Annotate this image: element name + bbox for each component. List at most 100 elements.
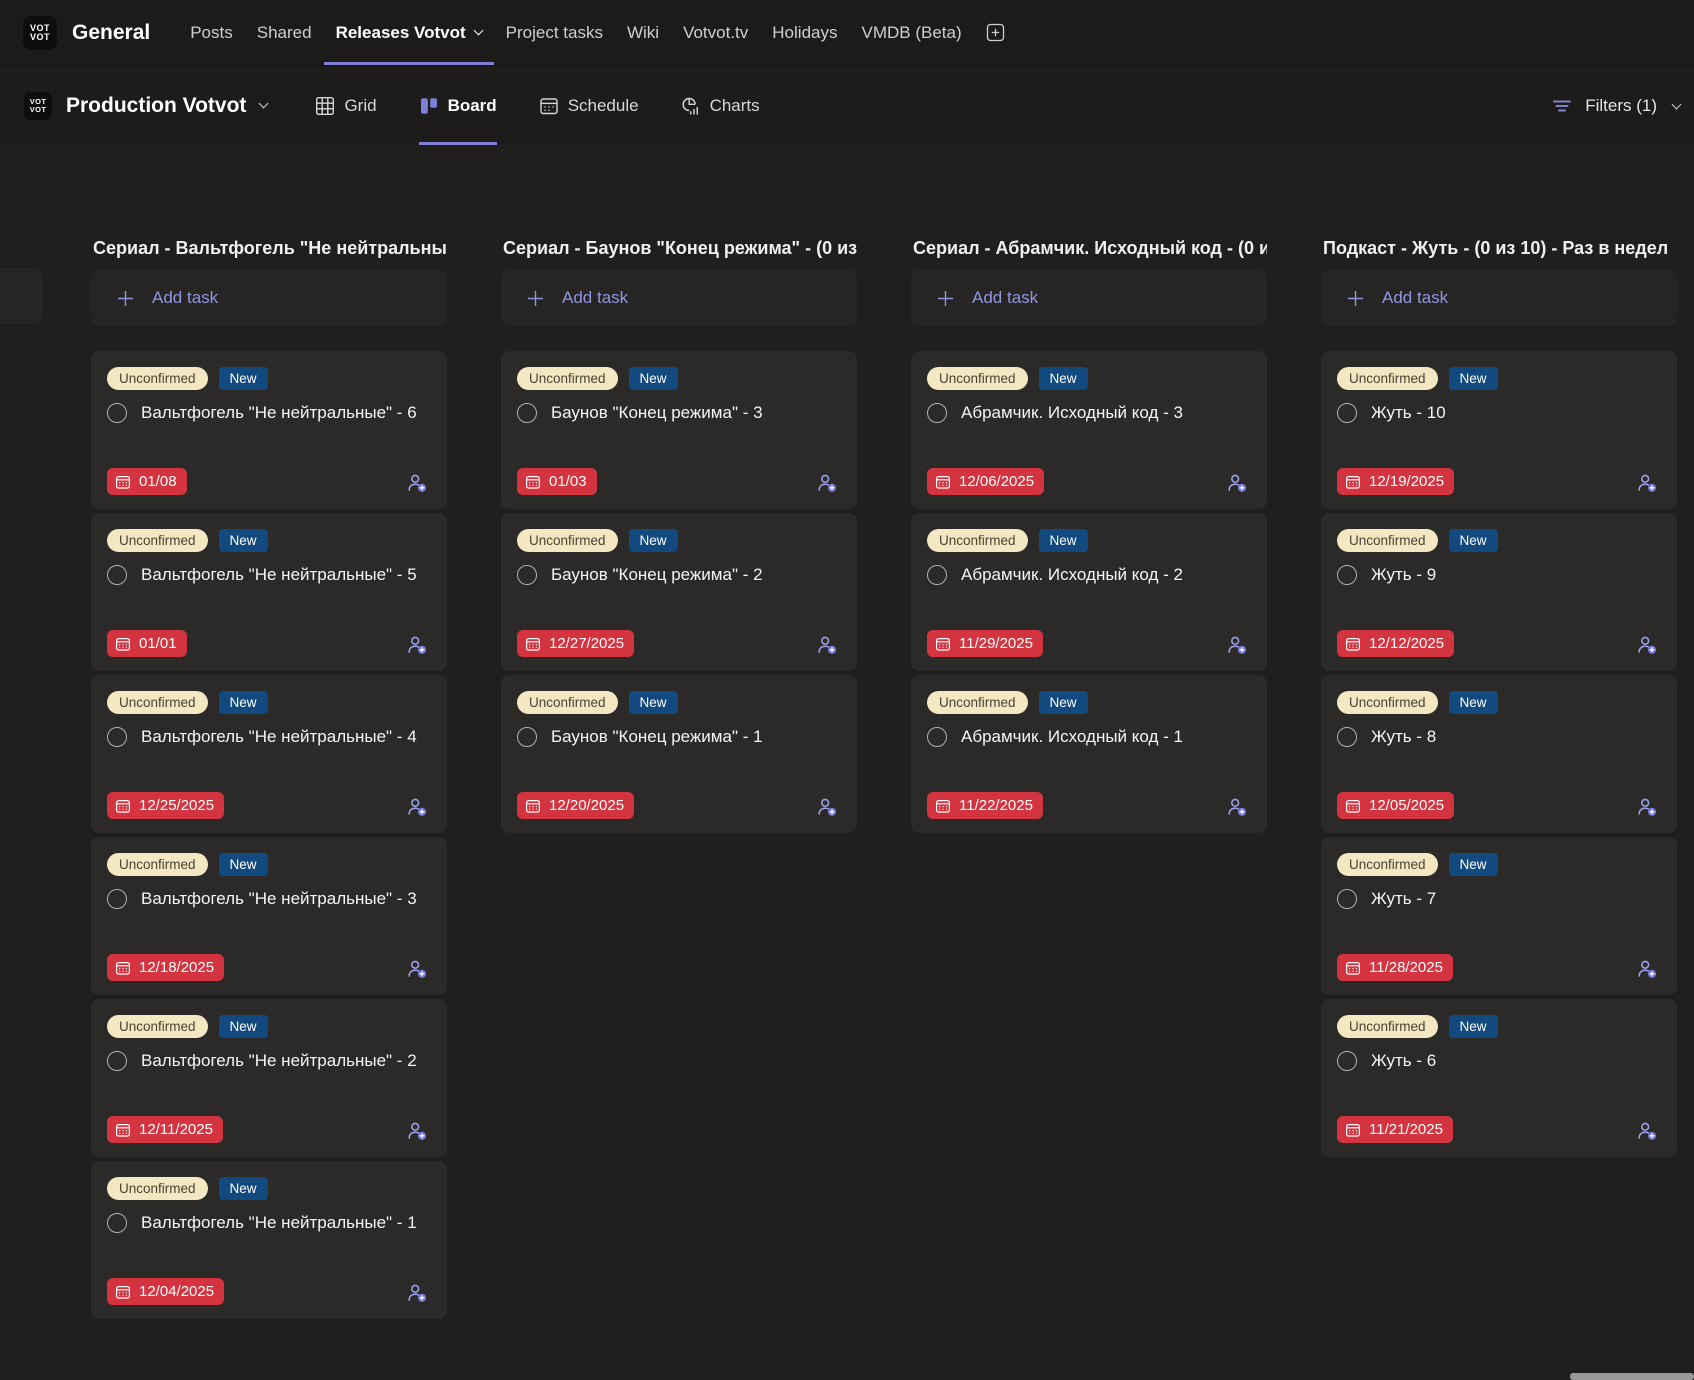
channel-tab[interactable]: Project tasks — [494, 0, 615, 65]
task-title-row: Жуть - 10 — [1337, 403, 1659, 423]
due-date-badge: 12/06/2025 — [927, 468, 1045, 495]
complete-task-checkbox[interactable] — [1337, 403, 1357, 423]
task-card[interactable]: Unconfirmed New Вальтфогель "Не нейтраль… — [91, 351, 447, 509]
plan-selector[interactable]: VOT VOT Production Votvot — [24, 66, 269, 145]
tab-schedule[interactable]: Schedule — [539, 66, 639, 145]
complete-task-checkbox[interactable] — [517, 727, 537, 747]
task-card[interactable]: Unconfirmed New Абрамчик. Исходный код -… — [911, 351, 1267, 509]
horizontal-scrollbar-thumb[interactable] — [1570, 1373, 1694, 1380]
add-tab-button[interactable] — [986, 0, 1005, 65]
add-task-button[interactable]: Add task — [911, 270, 1267, 326]
assign-person-icon[interactable] — [1636, 796, 1659, 819]
channel-tab[interactable]: Wiki — [615, 0, 671, 65]
due-date-badge: 01/01 — [107, 630, 187, 657]
team-avatar-text: VOT — [29, 31, 50, 42]
assign-person-icon[interactable] — [1636, 472, 1659, 495]
channel-tab[interactable]: Shared — [245, 0, 324, 65]
task-card[interactable]: Unconfirmed New Жуть - 9 — [1321, 513, 1677, 671]
task-card[interactable]: Unconfirmed New Баунов "Конец режима" - … — [501, 351, 857, 509]
assign-person-icon[interactable] — [1636, 1120, 1659, 1143]
complete-task-checkbox[interactable] — [927, 403, 947, 423]
assign-person-icon[interactable] — [816, 472, 839, 495]
task-card[interactable]: Unconfirmed New Жуть - 8 — [1321, 675, 1677, 833]
add-task-label: Add task — [1382, 288, 1449, 307]
assign-person-icon[interactable] — [816, 634, 839, 657]
task-card[interactable]: Unconfirmed New Абрамчик. Исходный код -… — [911, 675, 1267, 833]
task-title: Баунов "Конец режима" - 2 — [551, 565, 763, 584]
assign-person-icon[interactable] — [406, 634, 429, 657]
assign-person-icon[interactable] — [1636, 958, 1659, 981]
task-card[interactable]: Unconfirmed New Вальтфогель "Не нейтраль… — [91, 999, 447, 1157]
task-card[interactable]: Unconfirmed New Жуть - 10 — [1321, 351, 1677, 509]
due-date-text: 12/11/2025 — [139, 1121, 213, 1138]
complete-task-checkbox[interactable] — [107, 1213, 127, 1233]
assign-person-icon[interactable] — [1636, 634, 1659, 657]
label-badge-new: New — [1448, 1015, 1498, 1038]
due-date-badge: 12/19/2025 — [1337, 468, 1455, 495]
filters-button[interactable]: Filters (1) — [1551, 66, 1682, 145]
task-card[interactable]: Unconfirmed New Вальтфогель "Не нейтраль… — [91, 513, 447, 671]
channel-tab[interactable]: Votvot.tv — [671, 0, 760, 65]
assign-person-icon[interactable] — [1226, 634, 1249, 657]
tab-board[interactable]: Board — [418, 66, 497, 145]
due-date-text: 12/19/2025 — [1369, 473, 1445, 490]
status-badge-unconfirmed: Unconfirmed — [107, 367, 208, 390]
channel-tab[interactable]: Releases Votvot — [323, 0, 494, 65]
complete-task-checkbox[interactable] — [517, 403, 537, 423]
task-title: Вальтфогель "Не нейтральные" - 5 — [141, 565, 417, 584]
card-footer: 12/18/2025 — [107, 954, 429, 981]
complete-task-checkbox[interactable] — [107, 565, 127, 585]
add-task-button[interactable]: Add task — [1321, 270, 1677, 326]
complete-task-checkbox[interactable] — [107, 727, 127, 747]
complete-task-checkbox[interactable] — [107, 889, 127, 909]
plus-square-icon — [986, 23, 1004, 42]
assign-person-icon[interactable] — [816, 796, 839, 819]
complete-task-checkbox[interactable] — [107, 1051, 127, 1071]
complete-task-checkbox[interactable] — [927, 727, 947, 747]
task-card[interactable]: Unconfirmed New Вальтфогель "Не нейтраль… — [91, 837, 447, 995]
calendar-icon — [1346, 961, 1361, 975]
assign-person-icon[interactable] — [1226, 796, 1249, 819]
calendar-icon — [116, 961, 131, 975]
due-date-badge: 11/28/2025 — [1337, 954, 1453, 981]
tab-grid[interactable]: Grid — [315, 66, 377, 145]
assign-person-icon[interactable] — [406, 796, 429, 819]
complete-task-checkbox[interactable] — [1337, 889, 1357, 909]
badge-row: Unconfirmed New — [107, 691, 429, 714]
complete-task-checkbox[interactable] — [107, 403, 127, 423]
task-card[interactable]: Unconfirmed New Абрамчик. Исходный код -… — [911, 513, 1267, 671]
complete-task-checkbox[interactable] — [1337, 1051, 1357, 1071]
complete-task-checkbox[interactable] — [1337, 727, 1357, 747]
add-task-button[interactable]: Add task — [91, 270, 447, 326]
card-footer: 01/08 — [107, 468, 429, 495]
channel-tab[interactable]: VMDB (Beta) — [849, 0, 973, 65]
card-footer: 11/21/2025 — [1337, 1116, 1659, 1143]
task-card[interactable]: Unconfirmed New Вальтфогель "Не нейтраль… — [91, 1161, 447, 1319]
task-card[interactable]: Unconfirmed New Баунов "Конец режима" - … — [501, 675, 857, 833]
label-badge-new: New — [628, 529, 678, 552]
tab-charts[interactable]: Charts — [681, 66, 760, 145]
assign-person-icon[interactable] — [406, 958, 429, 981]
card-footer: 11/28/2025 — [1337, 954, 1659, 981]
add-task-button[interactable]: Add task — [501, 270, 857, 326]
complete-task-checkbox[interactable] — [927, 565, 947, 585]
status-badge-unconfirmed: Unconfirmed — [107, 1177, 208, 1200]
assign-person-icon[interactable] — [406, 1282, 429, 1305]
task-card[interactable]: Unconfirmed New Баунов "Конец режима" - … — [501, 513, 857, 671]
task-card[interactable]: Unconfirmed New Жуть - 6 — [1321, 999, 1677, 1157]
card-footer: 01/03 — [517, 468, 839, 495]
column-title: Сериал - Вальтфогель "Не нейтральные — [93, 238, 447, 258]
task-title-row: Баунов "Конец режима" - 2 — [517, 565, 839, 585]
channel-tab[interactable]: Posts — [178, 0, 245, 65]
task-card[interactable]: Unconfirmed New Вальтфогель "Не нейтраль… — [91, 675, 447, 833]
scrolled-column-edge — [0, 268, 43, 324]
task-card[interactable]: Unconfirmed New Жуть - 7 — [1321, 837, 1677, 995]
assign-person-icon[interactable] — [406, 472, 429, 495]
assign-person-icon[interactable] — [1226, 472, 1249, 495]
complete-task-checkbox[interactable] — [517, 565, 537, 585]
channel-tab[interactable]: Holidays — [760, 0, 849, 65]
task-title: Вальтфогель "Не нейтральные" - 6 — [141, 403, 417, 422]
complete-task-checkbox[interactable] — [1337, 565, 1357, 585]
assign-person-icon[interactable] — [406, 1120, 429, 1143]
